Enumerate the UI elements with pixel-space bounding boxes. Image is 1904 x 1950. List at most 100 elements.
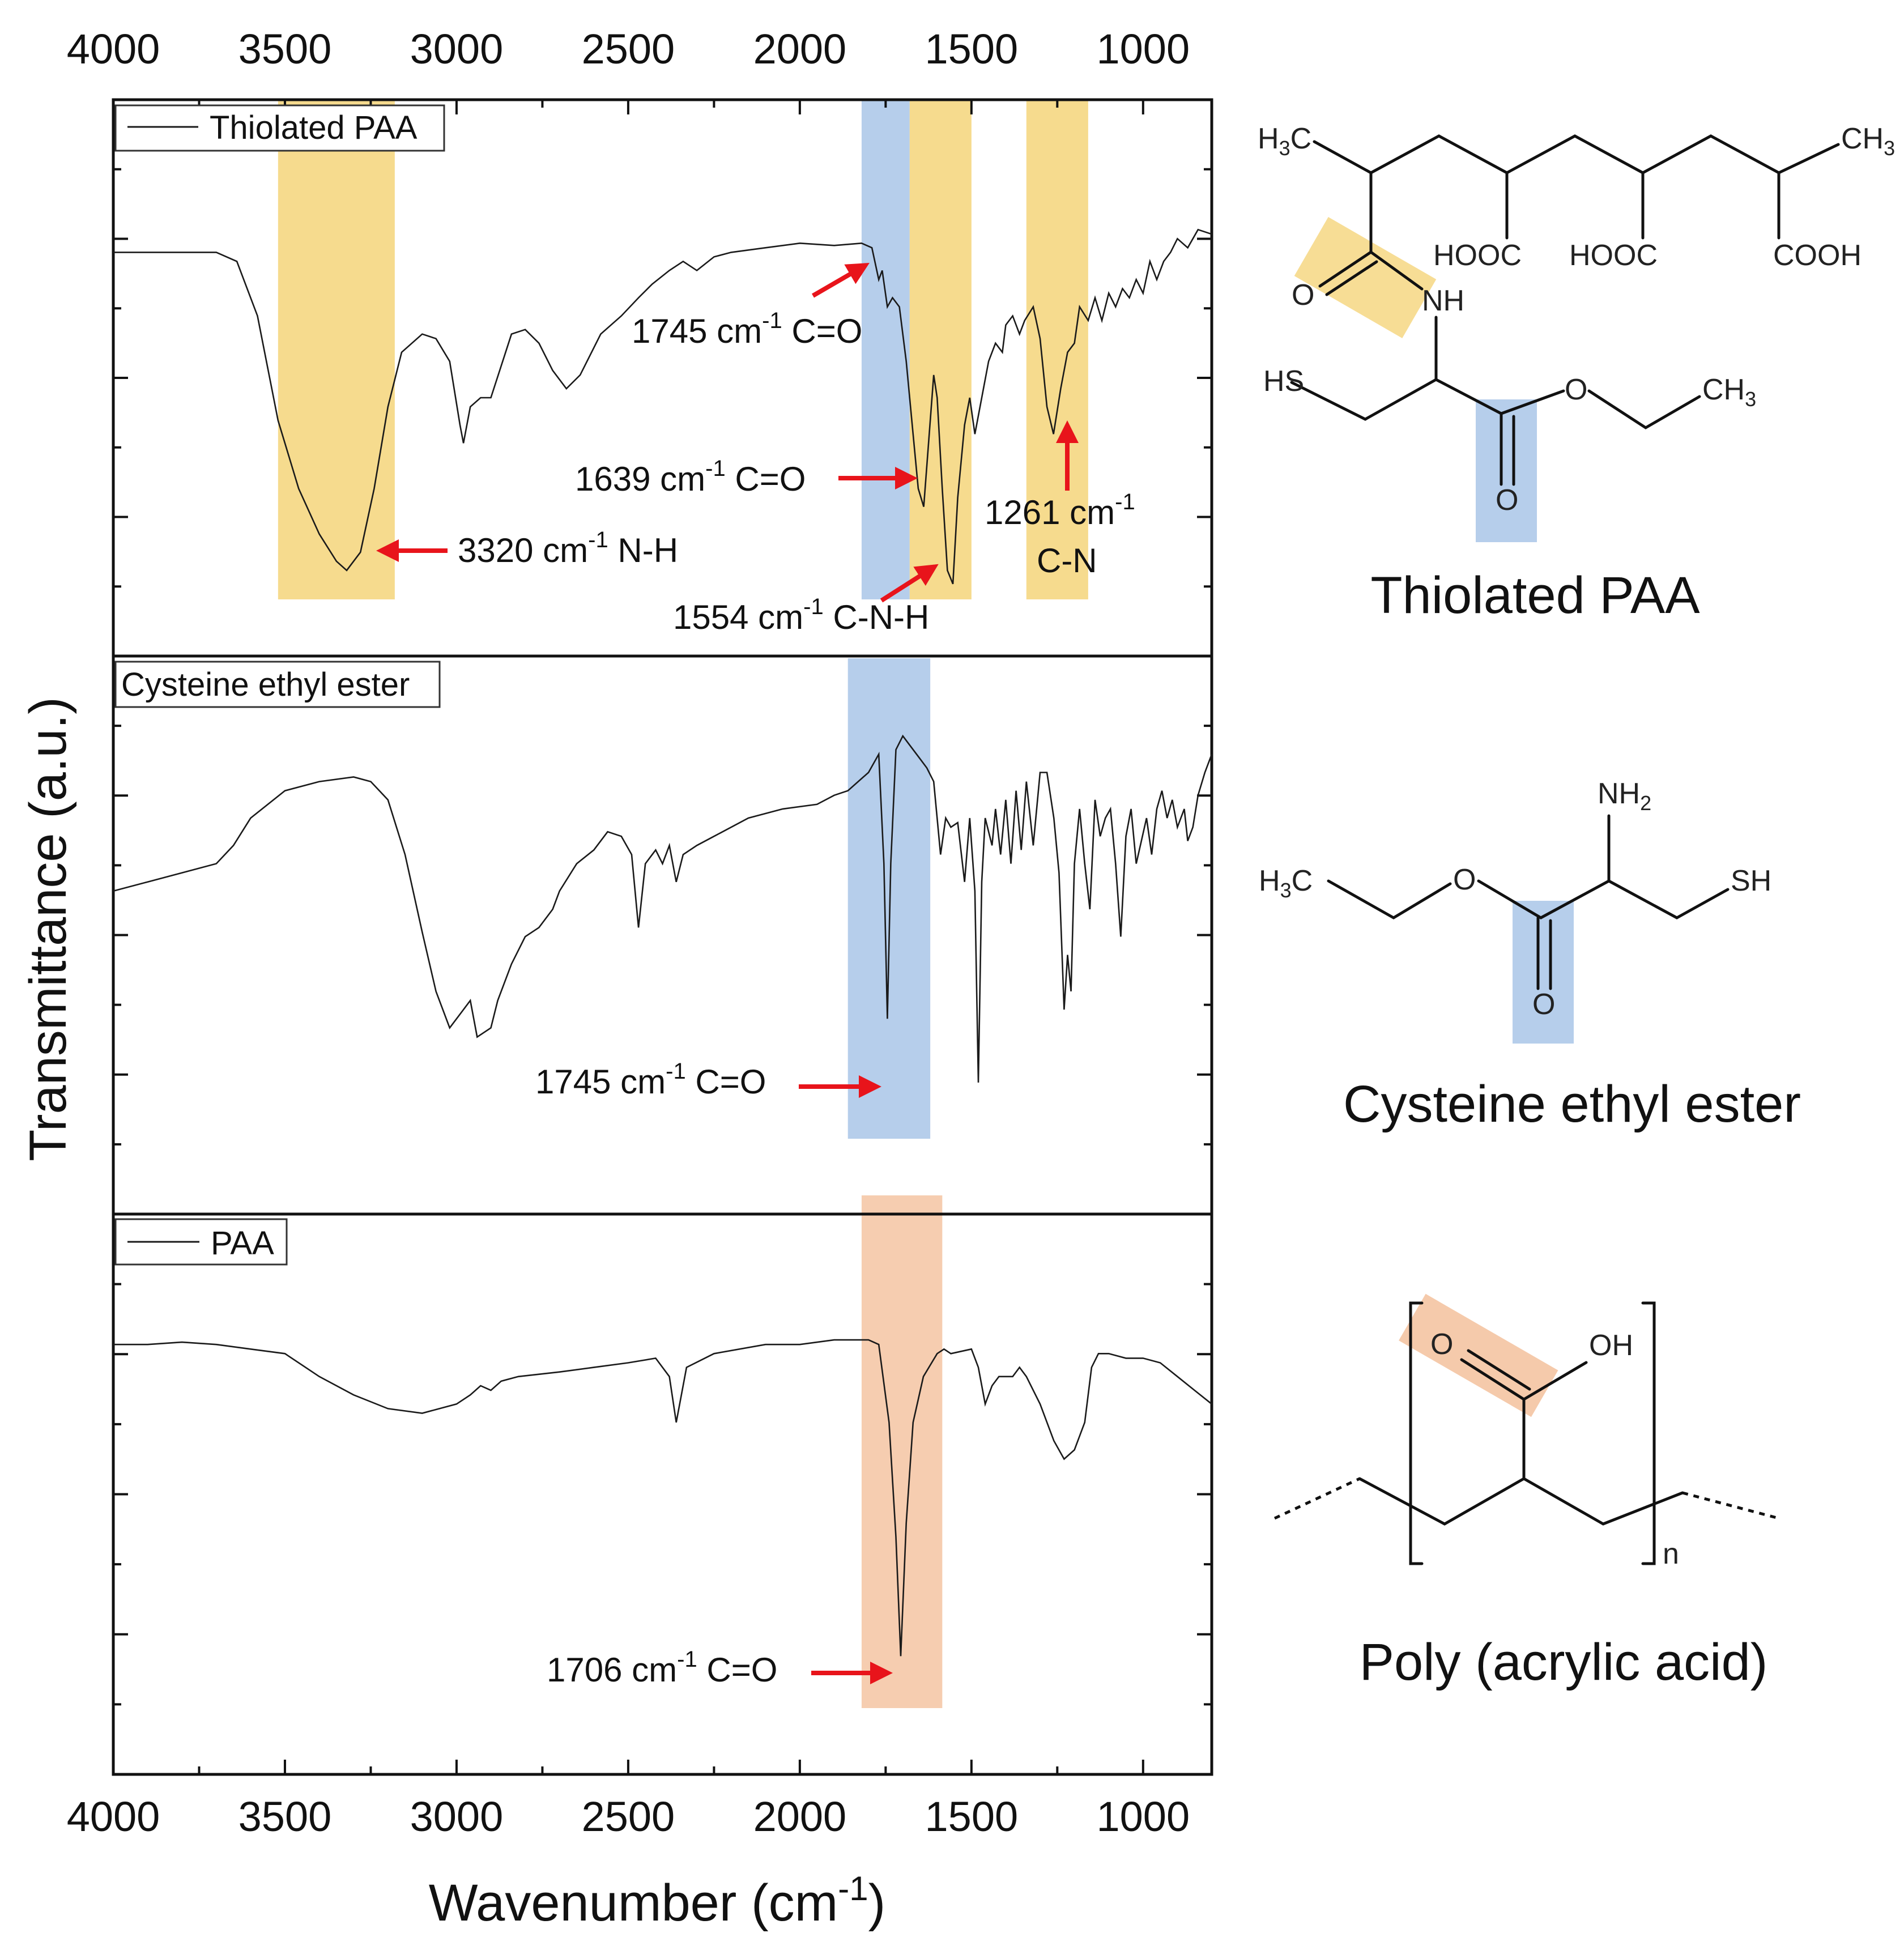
ann-main: 1745 cm	[535, 1063, 666, 1101]
structure-thiolated-paa: H3C CH3 HOOC HOOC COOH O NH HS O O CH3 T…	[1258, 122, 1895, 624]
bond-chain-left	[1327, 879, 1452, 919]
atom-ester-o: O	[1453, 863, 1476, 896]
annotation-labels: 1745 cm-1 C=O 1639 cm-1 C=O 3320 cm-1 N-…	[458, 308, 1135, 1689]
highlight-band	[861, 100, 910, 599]
x-tick-label-bottom: 1500	[925, 1793, 1019, 1840]
label-1261: 1261 cm-1	[985, 489, 1135, 531]
atom-part: NH	[1598, 777, 1640, 810]
x-tick-label-top: 4000	[67, 25, 160, 73]
bond-amide-o-1	[1318, 250, 1373, 288]
atom-oh: OH	[1589, 1329, 1633, 1362]
atom-sub: 2	[1640, 791, 1651, 815]
ann-sup: -1	[677, 1647, 697, 1672]
arrow-1745-thiolated	[811, 262, 870, 298]
ann-main: 3320 cm	[458, 531, 588, 569]
bond-amide-n	[1369, 250, 1424, 291]
spectrum-line	[113, 1339, 1212, 1657]
legend-label: PAA	[211, 1225, 274, 1262]
atom-part: CH	[1841, 122, 1884, 155]
backbone	[1358, 1477, 1684, 1526]
ann-sup: -1	[1115, 489, 1135, 514]
x-axis-title-main: Wavenumber (cm	[429, 1874, 838, 1932]
atom-part: H	[1259, 865, 1280, 897]
x-tick-label-bottom: 2500	[582, 1793, 675, 1840]
ann-tail: C=O	[686, 1063, 766, 1101]
ann-sup: -1	[666, 1059, 686, 1084]
spectrum-line	[113, 734, 1213, 1083]
panel-frames	[112, 98, 1213, 1776]
arrow-1554	[880, 564, 939, 603]
bond-cys-chain	[1290, 378, 1503, 421]
legend-label: Thiolated PAA	[210, 109, 418, 146]
label-3320: 3320 cm-1 N-H	[458, 527, 678, 569]
atom-hooc-2: HOOC	[1569, 239, 1658, 272]
atom-sub: 3	[1884, 137, 1895, 160]
caption-cysteine-ethyl-ester: Cysteine ethyl ester	[1343, 1075, 1801, 1133]
axis-ticks	[112, 100, 1212, 1774]
ann-main: 1639 cm	[575, 460, 705, 498]
ann-sup: -1	[588, 527, 608, 552]
ann-main: 1261 cm	[985, 493, 1115, 531]
atom-ch3-right: CH3	[1841, 122, 1895, 160]
legend-label: Cysteine ethyl ester	[121, 666, 410, 703]
atom-sub: 3	[1280, 879, 1292, 902]
label-1639-thiolated: 1639 cm-1 C=O	[575, 456, 806, 498]
x-axis-title-close: )	[868, 1874, 886, 1932]
x-tick-label-top: 3000	[410, 25, 504, 73]
ann-main: 1554 cm	[673, 598, 803, 636]
legend-box	[114, 661, 441, 708]
label-c-n: C-N	[1037, 542, 1097, 580]
atom-sub: 3	[1279, 137, 1290, 160]
skeleton-bonds	[1290, 134, 1840, 486]
atom-n: n	[1663, 1538, 1679, 1570]
highlight-amide	[1294, 217, 1437, 338]
x-tick-label-bottom: 2000	[753, 1793, 847, 1840]
legend-thiolated-paa: Thiolated PAA	[114, 104, 445, 152]
label-1554: 1554 cm-1 C-N-H	[673, 594, 929, 636]
atom-nh: NH	[1422, 284, 1464, 317]
atom-o: O	[1430, 1328, 1453, 1361]
legend-cysteine-ethyl-ester: Cysteine ethyl ester	[114, 661, 441, 708]
x-tick-label-bottom: 1000	[1097, 1793, 1190, 1840]
atom-sub: 3	[1745, 388, 1756, 411]
top-tick-labels: 4000 3500 3000 2500 2000 1500 1000	[67, 25, 1190, 73]
x-tick-label-bottom: 3500	[238, 1793, 332, 1840]
atom-ester-o: O	[1565, 373, 1587, 406]
atom-sh: SH	[1731, 865, 1771, 897]
bottom-tick-labels: 4000 3500 3000 2500 2000 1500 1000	[67, 1793, 1190, 1840]
ann-tail: C-N-H	[824, 598, 930, 636]
dash-right	[1682, 1491, 1779, 1520]
highlight-band	[278, 100, 395, 599]
x-tick-label-top: 2500	[582, 25, 675, 73]
bond-amide-o-2	[1325, 260, 1378, 296]
ann-sup: -1	[762, 308, 782, 333]
structure-cysteine-ethyl-ester: NH2 H3C O SH O Cysteine ethyl ester	[1259, 777, 1801, 1133]
x-tick-label-bottom: 4000	[67, 1793, 160, 1840]
atom-part: C	[1292, 865, 1313, 897]
atom-part: C	[1290, 122, 1312, 155]
x-tick-label-bottom: 3000	[410, 1793, 504, 1840]
ann-sup: -1	[803, 594, 824, 619]
bond-ester-c-o	[1500, 389, 1565, 415]
bond-ethyl	[1587, 389, 1701, 429]
atom-nh2: NH2	[1598, 777, 1651, 815]
x-axis-title: Wavenumber (cm-1)	[429, 1870, 886, 1932]
bond-c-o-1	[1460, 1358, 1526, 1401]
atom-ch3-ester: CH3	[1702, 373, 1756, 411]
highlight-ester-carbonyl	[1476, 399, 1537, 542]
highlight-band	[909, 100, 972, 599]
dash-left	[1273, 1477, 1361, 1520]
ann-main: 1706 cm	[547, 1651, 677, 1689]
x-tick-label-top: 1000	[1097, 25, 1190, 73]
atom-carbonyl-o: O	[1496, 484, 1518, 517]
atom-amide-o: O	[1292, 279, 1314, 312]
bond-c-oh	[1522, 1361, 1588, 1401]
legend-box	[114, 104, 445, 152]
atom-hs: HS	[1263, 365, 1304, 398]
atom-carbonyl-o: O	[1532, 988, 1555, 1021]
label-1745-thiolated: 1745 cm-1 C=O	[632, 308, 862, 350]
ann-tail: C=O	[782, 312, 863, 350]
highlight-carbonyl	[1513, 901, 1574, 1044]
spectrum-line	[113, 228, 1212, 585]
plot-frame	[112, 98, 1213, 1776]
